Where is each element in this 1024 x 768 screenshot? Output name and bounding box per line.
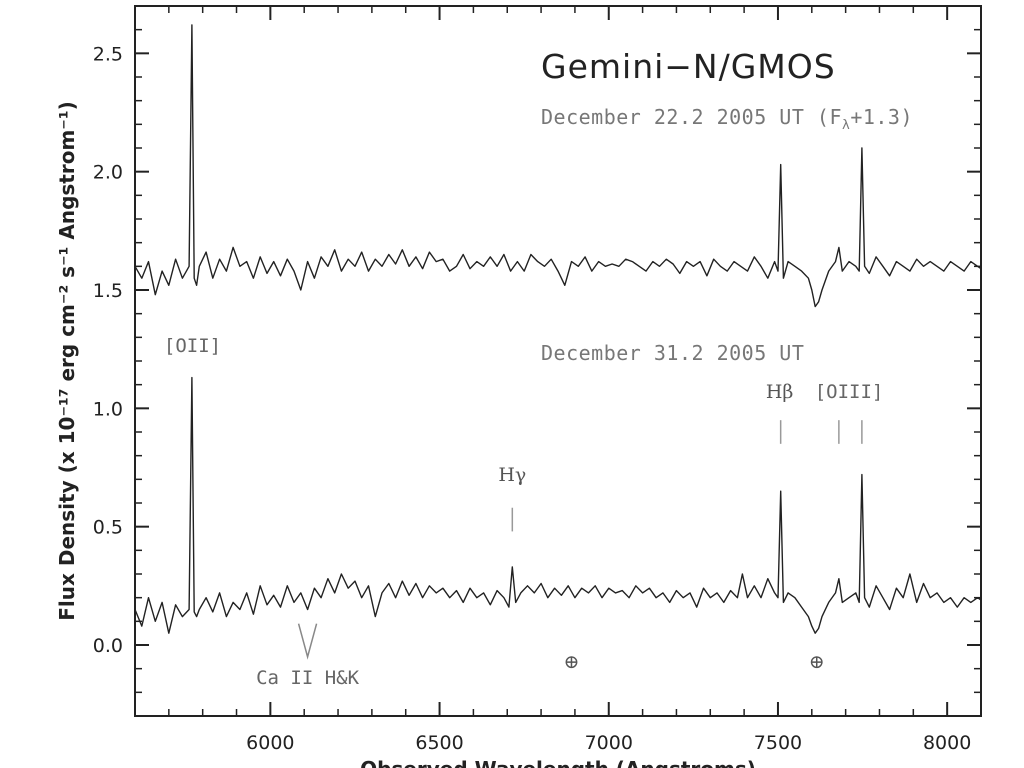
y-tick-label: 0.5 (93, 517, 123, 539)
spectrum-series-2 (134, 376, 982, 634)
x-tick-label: 6000 (246, 732, 294, 754)
oii-label: [OII] (164, 335, 221, 357)
x-tick-label: 6500 (415, 732, 463, 754)
cahk-marker (297, 623, 318, 660)
y-axis-label: Flux Density (x 10⁻¹⁷ erg cm⁻² s⁻¹ Angst… (55, 101, 79, 620)
x-tick-label: 8000 (923, 732, 971, 754)
y-tick-label: 0.0 (93, 635, 123, 657)
y-tick-label: 2.5 (93, 43, 123, 65)
cahk-label: Ca II H&K (256, 667, 360, 689)
spectrum-series (134, 24, 982, 634)
date-top-label: December 22.2 2005 UT (Fλ+1.3) (541, 105, 913, 133)
hbeta-label: Hβ (766, 381, 794, 403)
spectrum-series-1 (134, 24, 982, 308)
date-top-suffix: +1.3) (850, 105, 913, 129)
x-axis-label: Observed Wavelength (Angstroms) (360, 757, 756, 768)
y-tick-label: 1.5 (93, 280, 123, 302)
telluric-icon: ⊕ (809, 651, 825, 673)
telluric-icon: ⊕ (564, 651, 580, 673)
hgamma-label: Hγ (498, 464, 526, 486)
date-bottom-label: December 31.2 2005 UT (541, 341, 804, 365)
date-top-text: December 22.2 2005 UT (F (541, 105, 842, 129)
y-tick-label: 2.0 (93, 162, 123, 184)
x-tick-label: 7500 (754, 732, 802, 754)
oiii-label: [OIII] (815, 381, 884, 403)
x-tick-label: 7000 (585, 732, 633, 754)
y-tick-label: 1.0 (93, 398, 123, 420)
line-markers (297, 420, 863, 660)
date-top-sub: λ (842, 118, 850, 133)
chart-title: Gemini−N/GMOS (541, 47, 836, 86)
axis-ticks: 6000 6500 7000 7500 8000 0.0 0.5 1.0 1.5 2.0 2.5 (93, 6, 982, 754)
